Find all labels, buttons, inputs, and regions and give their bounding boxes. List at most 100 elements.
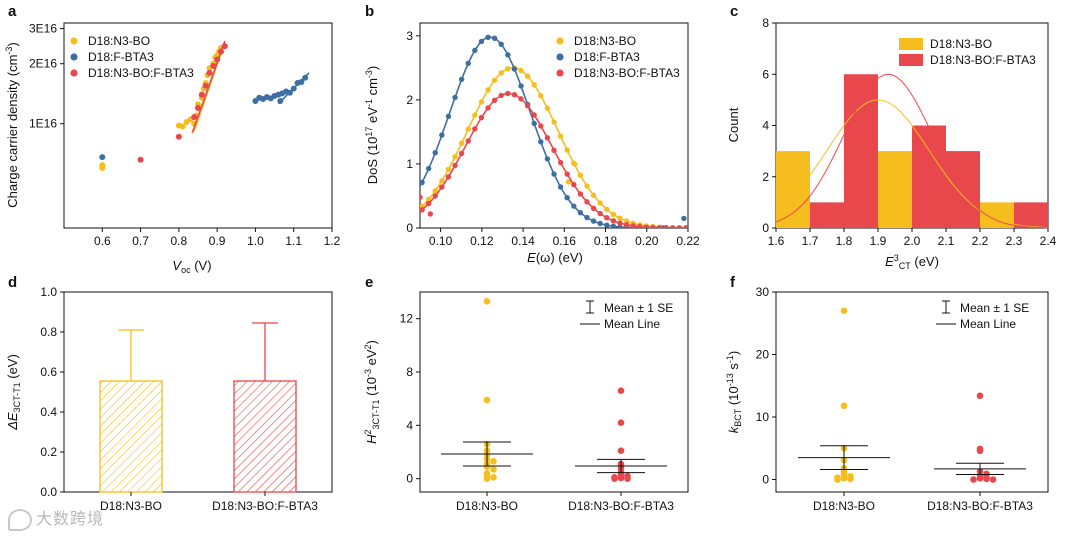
- data-point: [511, 91, 518, 98]
- data-point: [286, 89, 293, 96]
- x-tick-label: 1.1: [285, 234, 302, 248]
- label-part: 3CT-T1: [12, 382, 22, 412]
- data-point: [427, 211, 434, 217]
- data-point: [565, 179, 572, 185]
- data-point: [277, 98, 284, 105]
- data-point: [834, 476, 841, 483]
- y-tick-label: 1.0: [40, 285, 57, 299]
- data-point: [179, 123, 186, 130]
- data-point: [452, 94, 458, 101]
- panel-e: 0 4 8 12 H2​3CT-T1​ (10-3​ eV2​) D18:N3-BO D18…: [363, 291, 689, 513]
- data-point: [976, 474, 984, 482]
- panel-letter-c: c: [730, 3, 738, 20]
- data-point: [420, 194, 423, 200]
- data-point: [577, 191, 584, 197]
- data-point: [518, 83, 524, 89]
- data-point: [483, 396, 491, 404]
- plot-frame: [419, 291, 689, 493]
- x-tick-label: 1.0: [247, 234, 264, 248]
- panel-letter-f: f: [730, 274, 736, 291]
- data-point: [544, 135, 551, 141]
- data-point: [538, 92, 544, 99]
- label-part: ΔE: [5, 412, 20, 431]
- data-point: [524, 73, 531, 79]
- data-point: [498, 70, 504, 76]
- data-point: [465, 126, 471, 132]
- x-tick-label: 1.2: [324, 234, 341, 248]
- data-point: [445, 166, 452, 173]
- data-point: [490, 466, 497, 473]
- data-point: [617, 220, 623, 226]
- x-tick-label: 0.22: [676, 234, 700, 248]
- watermark-text: 大数跨境: [36, 509, 105, 528]
- y-tick-label: 0.4: [40, 405, 57, 419]
- data-point: [840, 474, 848, 482]
- data-point: [577, 172, 584, 178]
- x-tick-label: 0.9: [209, 234, 226, 248]
- data-point: [70, 69, 78, 77]
- histogram-bar: [810, 202, 844, 228]
- data-point: [564, 194, 570, 201]
- x-tick-label: 0.18: [594, 234, 618, 248]
- y-tick-label: 0.8: [40, 325, 57, 339]
- data-point: [195, 104, 201, 111]
- x-tick-label: 1.9: [870, 234, 887, 248]
- data-point: [643, 224, 650, 228]
- data-point: [538, 139, 544, 145]
- data-point: [557, 184, 564, 190]
- label-part: -3: [4, 47, 14, 55]
- x-tick-label: 0.14: [511, 234, 535, 248]
- data-point: [656, 224, 663, 228]
- label-part: s: [726, 363, 741, 374]
- data-point: [590, 218, 597, 224]
- data-point: [478, 38, 485, 45]
- data-point: [505, 52, 511, 58]
- label-part: (eV): [5, 354, 20, 382]
- data-point: [584, 214, 590, 221]
- data-point: [584, 183, 590, 189]
- legend-label: D18:N3-BO:F-BTA3: [574, 66, 680, 80]
- y-tick-label: 3E16: [29, 22, 57, 36]
- x-tick-label: 0.16: [553, 234, 577, 248]
- histogram-bar: [844, 74, 878, 228]
- legend-label: Mean ± 1 SE: [604, 301, 673, 315]
- data-point: [458, 76, 465, 83]
- y-axis-label: Count: [726, 107, 741, 142]
- data-point: [630, 223, 636, 228]
- y-tick-label: 12: [400, 312, 414, 326]
- y-tick-label: 2E16: [29, 57, 57, 71]
- data-point: [840, 402, 848, 410]
- label-part: -3: [364, 70, 374, 78]
- data-point: [472, 112, 478, 118]
- x-tick-label: 1.6: [768, 234, 785, 248]
- data-point: [439, 132, 445, 138]
- label-part: DoS (10: [365, 137, 380, 185]
- label-part: H: [364, 434, 379, 444]
- category-label: D18:N3-BO:F-BTA3: [927, 499, 1033, 513]
- data-point: [491, 77, 498, 83]
- data-point: [511, 66, 518, 72]
- data-point: [597, 210, 603, 217]
- label-part: -3: [363, 369, 373, 377]
- label-part: E: [885, 254, 894, 269]
- data-point: [617, 419, 625, 426]
- plot-frame: [775, 291, 1049, 493]
- histogram-bar: [946, 151, 980, 228]
- legend-label: D18:N3-BO: [930, 37, 992, 51]
- data-point: [491, 35, 498, 42]
- data-point: [544, 105, 551, 112]
- x-tick-label: 1.8: [836, 234, 853, 248]
- y-tick-label: 3: [406, 29, 413, 43]
- y-tick-label: 0.2: [40, 445, 57, 459]
- legend-label: D18:F-BTA3: [574, 50, 640, 64]
- data-point: [611, 475, 618, 482]
- label-part: Charge carrier density (cm: [5, 55, 20, 208]
- plot-frame: [63, 22, 333, 229]
- data-point: [432, 193, 438, 199]
- x-axis-label: Voc​ (V): [172, 258, 211, 275]
- data-point: [518, 96, 524, 102]
- x-tick-label: 2.0: [904, 234, 921, 248]
- data-point: [531, 112, 537, 118]
- data-point: [584, 199, 590, 205]
- label-part: 17: [364, 127, 374, 137]
